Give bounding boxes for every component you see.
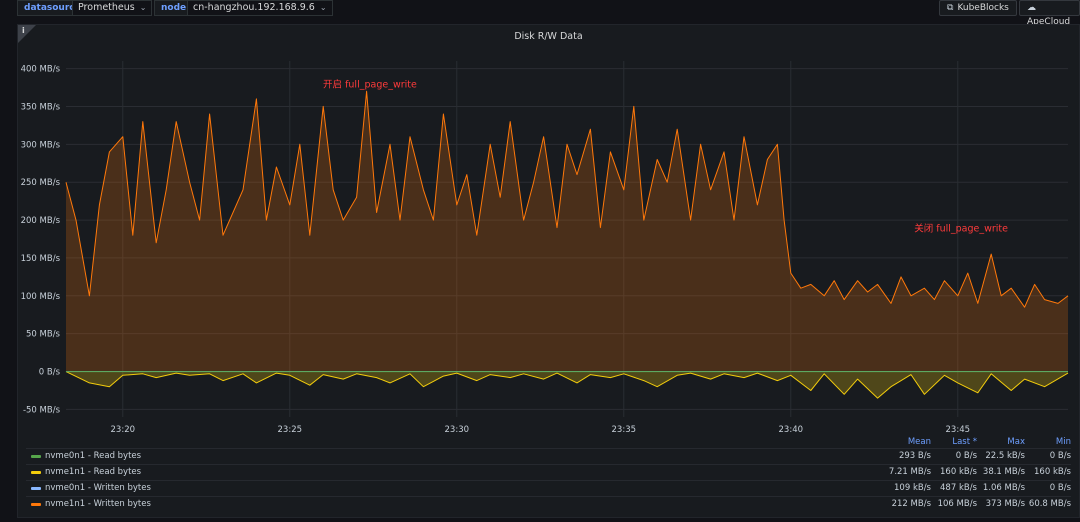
legend-value-mean: 293 B/s [898, 451, 931, 461]
legend-row[interactable]: nvme0n1 - Written bytes 109 kB/s 487 kB/s 1… [26, 480, 1071, 496]
legend-swatch [31, 487, 41, 490]
legend-series-name[interactable]: nvme1n1 - Read bytes [45, 467, 142, 477]
legend-value-mean: 109 kB/s [894, 483, 931, 493]
legend-value-mean: 212 MB/s [891, 499, 931, 509]
chart-annotation: 关闭 full_page_write [914, 222, 1008, 234]
legend-value-min: 0 B/s [1049, 451, 1071, 461]
dashboard-variables-bar: datasource Prometheus ⌄ node cn-hangzhou.… [0, 0, 1080, 27]
node-select[interactable]: cn-hangzhou.192.168.9.6 ⌄ [187, 0, 333, 16]
legend-header-min[interactable]: Min [1055, 437, 1071, 447]
y-tick-label: 350 MB/s [21, 102, 61, 112]
legend-row[interactable]: nvme0n1 - Read bytes 293 B/s 0 B/s 22.5 kB/… [26, 448, 1071, 464]
kubeblocks-link-button[interactable]: ⧉ KubeBlocks [939, 0, 1017, 16]
x-tick-label: 23:20 [111, 425, 136, 435]
legend-row[interactable]: nvme1n1 - Read bytes 7.21 MB/s 160 kB/s 38.… [26, 464, 1071, 480]
legend-series-name[interactable]: nvme0n1 - Read bytes [45, 451, 142, 461]
y-tick-label: 400 MB/s [21, 65, 61, 75]
legend-value-mean: 7.21 MB/s [888, 467, 931, 477]
legend-swatch [31, 455, 41, 458]
panel-title[interactable]: Disk R/W Data [514, 31, 583, 42]
y-tick-label: 150 MB/s [21, 254, 61, 264]
y-tick-label: 200 MB/s [21, 216, 61, 226]
x-tick-label: 23:30 [445, 425, 470, 435]
x-tick-label: 23:45 [946, 425, 971, 435]
node-value: cn-hangzhou.192.168.9.6 [193, 2, 315, 13]
y-tick-label: -50 MB/s [23, 405, 61, 415]
legend-series-name[interactable]: nvme1n1 - Written bytes [45, 499, 151, 509]
y-tick-label: 250 MB/s [21, 178, 61, 188]
legend-value-max: 373 MB/s [985, 499, 1025, 509]
series-line [65, 371, 1069, 399]
legend-value-last: 0 B/s [955, 451, 977, 461]
legend-rows: nvme0n1 - Read bytes 293 B/s 0 B/s 22.5 kB/… [26, 448, 1071, 512]
y-tick-label: 300 MB/s [21, 140, 61, 150]
y-tick-label: 100 MB/s [21, 292, 61, 302]
external-link-icon: ⧉ [947, 3, 954, 13]
chart-annotation: 开启 full_page_write [323, 79, 417, 91]
legend-header-max[interactable]: Max [1007, 437, 1025, 447]
legend-row[interactable]: nvme1n1 - Written bytes 212 MB/s 106 MB/s 3… [26, 496, 1071, 512]
disk-rw-panel: i Disk R/W Data 400 MB/s 350 MB/s 300 MB/s… [17, 24, 1080, 518]
datasource-select[interactable]: Prometheus ⌄ [72, 0, 153, 16]
legend-value-max: 38.1 MB/s [982, 467, 1025, 477]
series-line [65, 90, 1069, 308]
x-tick-label: 23:40 [779, 425, 804, 435]
y-tick-label: 0 B/s [39, 368, 61, 378]
legend-value-last: 106 MB/s [937, 499, 977, 509]
legend-swatch [31, 503, 41, 506]
disk-rw-chart: 400 MB/s 350 MB/s 300 MB/s 250 MB/s 200 MB/s… [21, 61, 1069, 435]
legend-value-max: 22.5 kB/s [985, 451, 1025, 461]
legend-series-name[interactable]: nvme0n1 - Written bytes [45, 483, 151, 493]
chevron-down-icon: ⌄ [319, 3, 327, 12]
legend-swatch [31, 471, 41, 474]
apecloud-link-button[interactable]: ☁ ApeCloud [1019, 0, 1080, 27]
legend-value-max: 1.06 MB/s [982, 483, 1025, 493]
legend-value-last: 487 kB/s [940, 483, 977, 493]
info-icon[interactable]: i [22, 26, 25, 35]
apecloud-link-label: ApeCloud [1027, 17, 1071, 27]
legend-header-last[interactable]: Last * [952, 437, 977, 447]
legend-value-last: 160 kB/s [940, 467, 977, 477]
legend-table: Mean Last * Max Min nvme0n1 - Read bytes… [26, 435, 1071, 512]
panel-info-corner[interactable] [18, 25, 36, 43]
legend-value-min: 0 B/s [1049, 483, 1071, 493]
legend-value-min: 160 kB/s [1034, 467, 1071, 477]
cloud-icon: ☁ [1027, 3, 1036, 13]
x-tick-label: 23:25 [278, 425, 303, 435]
legend-header: Mean Last * Max Min [26, 435, 1071, 448]
kubeblocks-link-label: KubeBlocks [957, 3, 1009, 13]
series-area [66, 371, 1068, 399]
legend-header-mean[interactable]: Mean [907, 437, 931, 447]
y-tick-label: 50 MB/s [26, 330, 61, 340]
chevron-down-icon: ⌄ [139, 3, 147, 12]
x-tick-label: 23:35 [612, 425, 637, 435]
series-area [66, 91, 1068, 372]
datasource-value: Prometheus [78, 2, 135, 13]
legend-value-min: 60.8 MB/s [1028, 499, 1071, 509]
